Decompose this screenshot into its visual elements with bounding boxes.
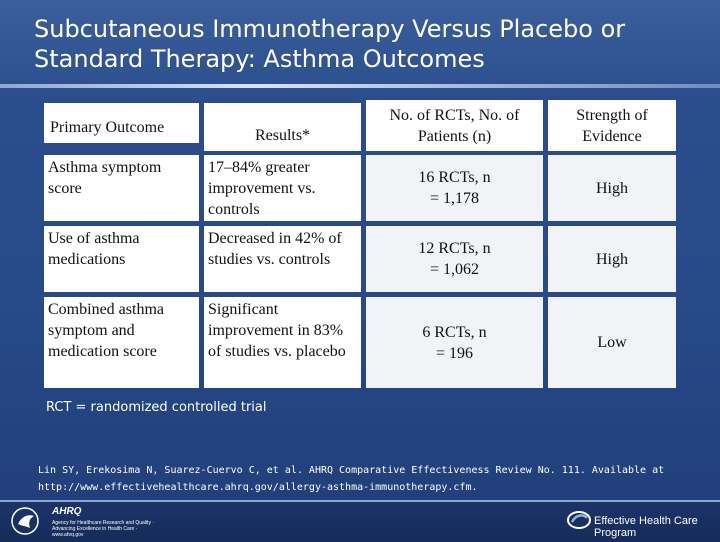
header-results: Results* [204, 103, 361, 151]
row-1-rcts-text: 16 RCTs, n = 1,178 [418, 169, 491, 207]
header-rcts-text: No. of RCTs, No. of Patients (n) [389, 107, 520, 145]
header-primary-outcome: Primary Outcome [44, 103, 199, 143]
abbreviation-footnote: RCT = randomized controlled trial [46, 400, 267, 415]
title-divider [0, 84, 720, 88]
ehc-swirl-icon [567, 511, 591, 529]
ahrq-logo: AHRQ [52, 506, 82, 517]
title-bar [0, 0, 720, 86]
ehc-program-label: Effective Health Care Program [594, 515, 698, 539]
row-1-strength-text: High [596, 179, 628, 197]
header-strength: Strength of Evidence [548, 100, 676, 151]
hhs-eagle-icon [11, 507, 39, 535]
header-rcts: No. of RCTs, No. of Patients (n) [366, 100, 543, 151]
citation: Lin SY, Erekosima N, Suarez-Cuervo C, et… [38, 465, 665, 493]
ahrq-tagline: Agency for Healthcare Research and Quali… [52, 520, 154, 538]
header-strength-text: Strength of Evidence [576, 107, 648, 145]
row-2-result: Decreased in 42% of studies vs. controls [204, 226, 361, 292]
footer-bar [0, 500, 720, 542]
row-3-rcts-text: 6 RCTs, n = 196 [422, 323, 487, 362]
row-2-strength: High [548, 226, 676, 292]
row-1-strength: High [548, 155, 676, 221]
row-2-outcome: Use of asthma medications [44, 226, 199, 292]
row-3-strength: Low [548, 297, 676, 388]
row-2-rcts: 12 RCTs, n = 1,062 [366, 226, 543, 292]
row-3-outcome: Combined asthma symptom and medication s… [44, 297, 199, 388]
row-3-strength-text: Low [597, 334, 627, 351]
row-3-result: Significant improvement in 83% of studie… [204, 297, 361, 388]
row-3-rcts: 6 RCTs, n = 196 [366, 297, 543, 388]
row-2-strength-text: High [596, 250, 628, 268]
header-primary-outcome-text: Primary Outcome [50, 119, 165, 136]
row-1-outcome: Asthma symptom score [44, 155, 199, 221]
slide-title: Subcutaneous Immunotherapy Versus Placeb… [34, 15, 626, 73]
row-1-result: 17–84% greater improvement vs. controls [204, 155, 361, 221]
row-2-rcts-text: 12 RCTs, n = 1,062 [418, 240, 491, 278]
row-1-rcts: 16 RCTs, n = 1,178 [366, 155, 543, 221]
header-results-text: Results* [254, 127, 311, 144]
